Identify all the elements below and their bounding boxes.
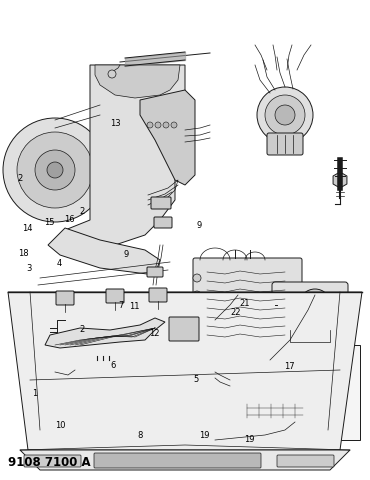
Text: 15: 15 xyxy=(44,218,54,227)
FancyBboxPatch shape xyxy=(147,267,163,277)
Circle shape xyxy=(299,289,331,321)
Circle shape xyxy=(3,118,107,222)
FancyBboxPatch shape xyxy=(149,288,167,302)
Text: 19: 19 xyxy=(244,435,255,444)
Text: 7: 7 xyxy=(118,301,124,310)
FancyBboxPatch shape xyxy=(193,258,302,352)
Text: 9: 9 xyxy=(124,250,129,259)
Ellipse shape xyxy=(64,312,76,348)
Text: 5: 5 xyxy=(193,375,198,384)
Polygon shape xyxy=(48,228,160,275)
Ellipse shape xyxy=(115,315,125,345)
Ellipse shape xyxy=(260,368,290,392)
Text: 6: 6 xyxy=(110,361,116,370)
Text: 16: 16 xyxy=(64,216,75,224)
Text: 11: 11 xyxy=(129,302,139,311)
Polygon shape xyxy=(8,292,362,450)
FancyBboxPatch shape xyxy=(56,291,74,305)
Text: 10: 10 xyxy=(55,421,65,430)
FancyBboxPatch shape xyxy=(205,345,360,440)
Text: 2: 2 xyxy=(79,207,84,216)
Circle shape xyxy=(155,122,161,128)
Text: 2: 2 xyxy=(79,325,84,334)
Circle shape xyxy=(306,296,324,314)
Circle shape xyxy=(193,274,201,282)
FancyBboxPatch shape xyxy=(272,282,348,333)
Text: 9108 7100 A: 9108 7100 A xyxy=(8,456,91,469)
FancyBboxPatch shape xyxy=(277,455,334,467)
FancyBboxPatch shape xyxy=(89,343,113,357)
Circle shape xyxy=(108,70,116,78)
Circle shape xyxy=(275,105,295,125)
Circle shape xyxy=(107,100,123,116)
Polygon shape xyxy=(45,318,165,348)
FancyBboxPatch shape xyxy=(243,400,307,422)
Circle shape xyxy=(35,150,75,190)
Circle shape xyxy=(17,132,93,208)
FancyBboxPatch shape xyxy=(67,309,123,351)
Text: 17: 17 xyxy=(284,362,295,371)
FancyBboxPatch shape xyxy=(106,289,124,303)
Text: 1: 1 xyxy=(33,389,38,398)
Circle shape xyxy=(163,122,169,128)
FancyBboxPatch shape xyxy=(169,317,199,341)
Text: 19: 19 xyxy=(199,432,209,440)
FancyBboxPatch shape xyxy=(154,217,172,228)
Polygon shape xyxy=(65,65,185,250)
FancyBboxPatch shape xyxy=(227,355,323,399)
FancyBboxPatch shape xyxy=(94,453,261,468)
Text: 22: 22 xyxy=(231,309,241,317)
Polygon shape xyxy=(140,90,195,185)
FancyBboxPatch shape xyxy=(24,455,81,467)
Circle shape xyxy=(193,308,201,316)
FancyBboxPatch shape xyxy=(267,133,303,155)
Polygon shape xyxy=(20,450,350,470)
Circle shape xyxy=(257,87,313,143)
FancyBboxPatch shape xyxy=(151,197,171,209)
Circle shape xyxy=(171,122,177,128)
Text: 21: 21 xyxy=(240,299,250,308)
Text: 12: 12 xyxy=(149,329,159,338)
Polygon shape xyxy=(95,65,180,98)
Text: 8: 8 xyxy=(137,432,142,440)
Text: 4: 4 xyxy=(56,259,61,267)
Circle shape xyxy=(147,122,153,128)
Text: 3: 3 xyxy=(27,264,32,273)
Text: 2: 2 xyxy=(18,174,23,183)
Circle shape xyxy=(47,162,63,178)
Circle shape xyxy=(265,95,305,135)
Text: 9: 9 xyxy=(196,221,201,230)
Text: 18: 18 xyxy=(18,249,28,258)
Circle shape xyxy=(100,93,130,123)
Text: 13: 13 xyxy=(110,120,121,128)
Circle shape xyxy=(193,291,201,299)
Text: 14: 14 xyxy=(22,224,33,233)
FancyBboxPatch shape xyxy=(253,296,279,320)
